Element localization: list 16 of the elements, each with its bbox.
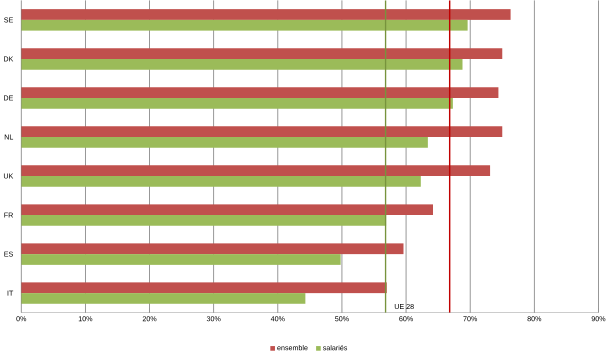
bar <box>21 98 453 109</box>
bar <box>21 215 386 226</box>
bar <box>21 59 462 70</box>
bar <box>21 165 490 176</box>
bar <box>21 20 468 31</box>
bar <box>21 48 502 60</box>
bar <box>21 9 511 20</box>
bar <box>21 176 421 187</box>
bar <box>21 204 433 216</box>
bar <box>21 87 498 98</box>
bar <box>21 254 341 265</box>
bar <box>21 282 387 294</box>
bar <box>21 126 502 138</box>
bar <box>21 137 428 148</box>
bar <box>21 243 404 254</box>
bar <box>21 293 306 304</box>
